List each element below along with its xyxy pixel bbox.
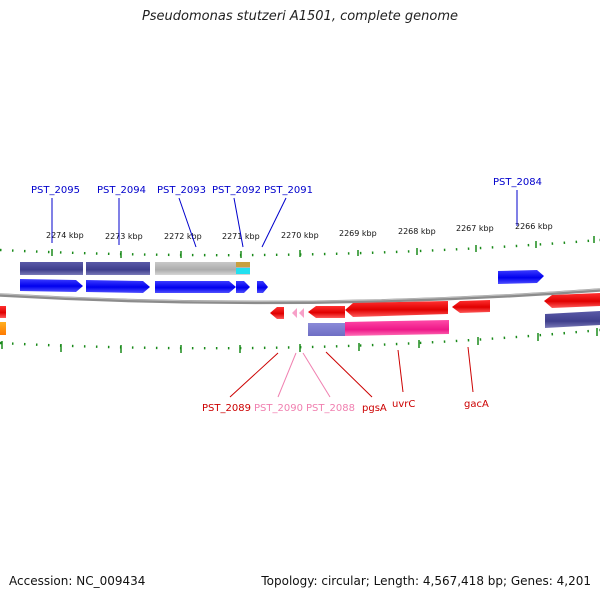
gene-label-PST_2095[interactable]: PST_2095 — [31, 185, 80, 196]
bottom-leader-lines — [229, 346, 474, 398]
gene-label-PST_2093[interactable]: PST_2093 — [157, 185, 206, 196]
genome-backbone — [0, 288, 600, 305]
cds-reverse-pgsA[interactable] — [308, 306, 345, 318]
gene-label-uvrC[interactable]: uvrC — [392, 399, 415, 410]
accession-text: Accession: NC_009434 — [9, 574, 146, 588]
cds-reverse-PST_2090[interactable] — [292, 308, 297, 318]
feature-block-olive[interactable] — [236, 262, 250, 267]
gene-label-pgsA[interactable]: pgsA — [362, 403, 387, 414]
tick-label: 2267 kbp — [456, 224, 494, 233]
top-gene-labels: PST_2095 PST_2094 PST_2093 PST_2092 PST_… — [31, 177, 542, 196]
gene-label-PST_2091[interactable]: PST_2091 — [264, 185, 313, 196]
axis-tick-labels: 2274 kbp 2273 kbp 2272 kbp 2271 kbp 2270… — [46, 222, 553, 241]
cds-forward-PST_2092[interactable] — [236, 281, 250, 293]
feature-block-cyan[interactable] — [236, 268, 250, 274]
inner-major-ticks — [1, 328, 598, 353]
feature-block-dark[interactable] — [20, 262, 83, 275]
genome-backbone-highlight — [0, 288, 600, 302]
gene-label-PST_2092[interactable]: PST_2092 — [212, 185, 261, 196]
map-title: Pseudomonas stutzeri A1501, complete gen… — [141, 9, 459, 24]
cds-forward-PST_2084[interactable] — [498, 270, 544, 284]
feature-block-dark-right[interactable] — [545, 311, 600, 328]
cds-reverse-left-edge[interactable] — [0, 306, 6, 318]
feature-block-lavender[interactable] — [308, 323, 345, 336]
feature-block-orange[interactable] — [0, 322, 6, 335]
feature-block-grey[interactable] — [155, 262, 250, 275]
gene-label-gacA[interactable]: gacA — [464, 399, 489, 410]
cds-forward-PST_2094[interactable] — [86, 280, 150, 293]
gene-label-PST_2084[interactable]: PST_2084 — [493, 177, 542, 188]
gene-label-PST_2089[interactable]: PST_2089 — [202, 403, 251, 414]
tick-label: 2272 kbp — [164, 232, 202, 241]
feature-block-dark[interactable] — [86, 262, 150, 275]
tick-label: 2268 kbp — [398, 227, 436, 236]
cds-reverse-PST_2088[interactable] — [299, 308, 304, 318]
gene-label-PST_2090[interactable]: PST_2090 — [254, 403, 303, 414]
cds-reverse-PST_2089[interactable] — [270, 307, 284, 319]
tick-label: 2273 kbp — [105, 232, 143, 241]
tick-label: 2274 kbp — [46, 231, 84, 240]
tick-label: 2269 kbp — [339, 229, 377, 238]
cds-forward-PST_2091[interactable] — [257, 281, 268, 293]
cds-reverse-right-edge[interactable] — [544, 293, 600, 308]
genome-summary-text: Topology: circular; Length: 4,567,418 bp… — [261, 574, 591, 588]
tick-label: 2266 kbp — [515, 222, 553, 231]
cds-reverse-gacA[interactable] — [452, 300, 490, 313]
outer-major-ticks — [51, 236, 595, 258]
bottom-gene-labels: PST_2089 PST_2090 PST_2088 pgsA uvrC gac… — [202, 399, 489, 414]
top-leader-lines — [51, 190, 518, 248]
feature-block-pink[interactable] — [345, 320, 449, 336]
gene-label-PST_2094[interactable]: PST_2094 — [97, 185, 146, 196]
cds-forward-PST_2095[interactable] — [20, 279, 83, 292]
gene-label-PST_2088[interactable]: PST_2088 — [306, 403, 355, 414]
cds-forward-PST_2093[interactable] — [155, 281, 236, 293]
tick-label: 2270 kbp — [281, 231, 319, 240]
cds-reverse-uvrC[interactable] — [345, 301, 448, 317]
